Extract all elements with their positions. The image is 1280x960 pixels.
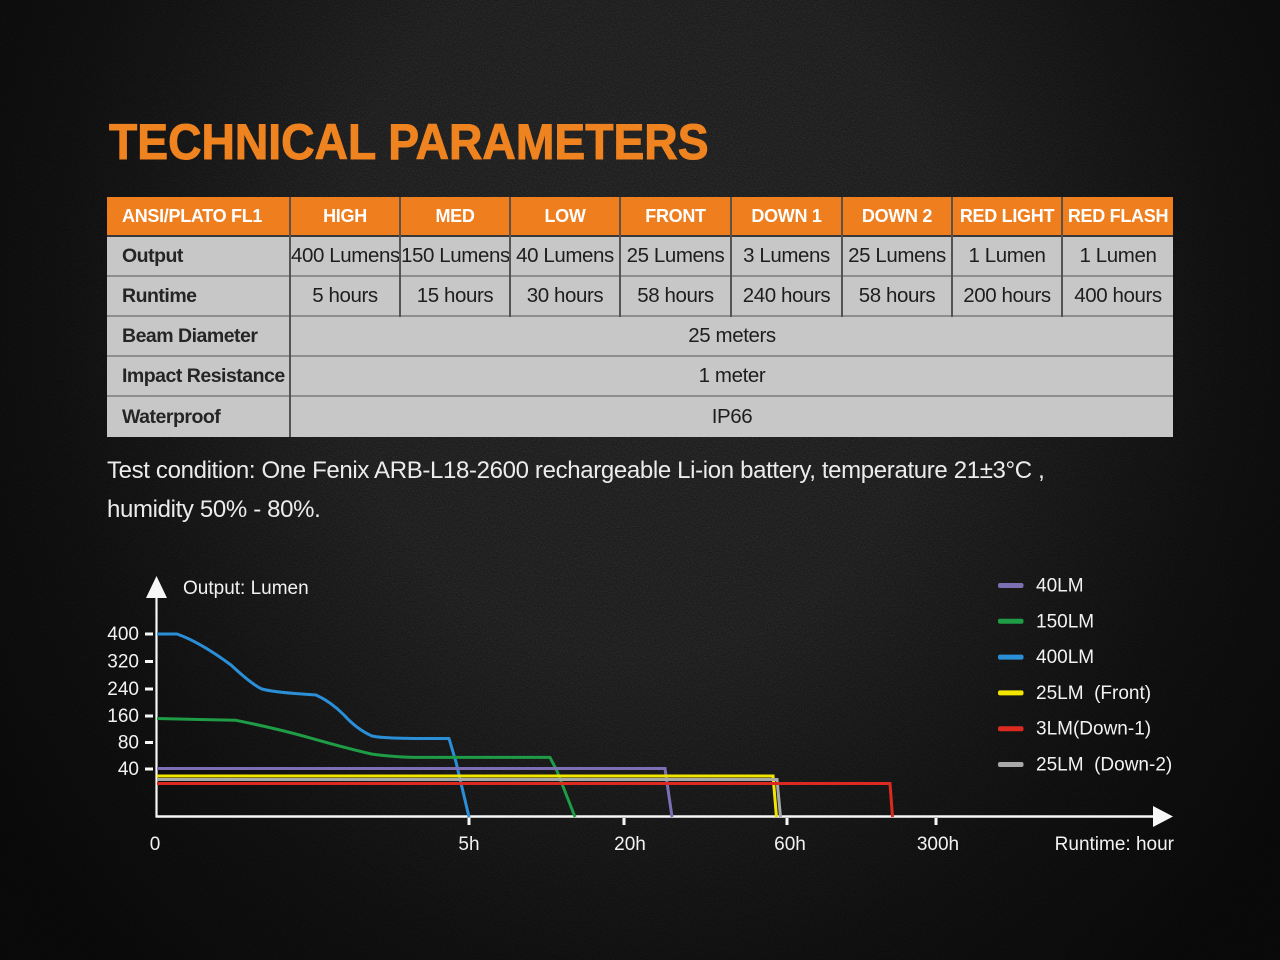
svg-text:5h: 5h <box>458 834 479 855</box>
svg-text:25LM (Down-2): 25LM (Down-2) <box>1036 755 1172 776</box>
svg-text:300h: 300h <box>917 834 959 855</box>
svg-text:320: 320 <box>107 652 139 673</box>
svg-text:240: 240 <box>107 679 139 700</box>
svg-text:80: 80 <box>118 733 139 754</box>
svg-text:0: 0 <box>150 834 161 855</box>
svg-text:40LM: 40LM <box>1036 576 1084 597</box>
svg-text:400: 400 <box>107 624 139 645</box>
svg-text:Runtime: hour: Runtime: hour <box>1055 834 1175 855</box>
svg-text:3LM(Down-1): 3LM(Down-1) <box>1036 719 1151 740</box>
svg-text:25LM (Front): 25LM (Front) <box>1036 683 1151 704</box>
svg-text:150LM: 150LM <box>1036 611 1094 632</box>
svg-text:20h: 20h <box>614 834 646 855</box>
svg-text:160: 160 <box>107 706 139 727</box>
svg-text:40: 40 <box>118 759 139 780</box>
svg-text:400LM: 400LM <box>1036 647 1094 668</box>
svg-text:60h: 60h <box>774 834 806 855</box>
svg-text:Output: Lumen: Output: Lumen <box>183 578 309 599</box>
